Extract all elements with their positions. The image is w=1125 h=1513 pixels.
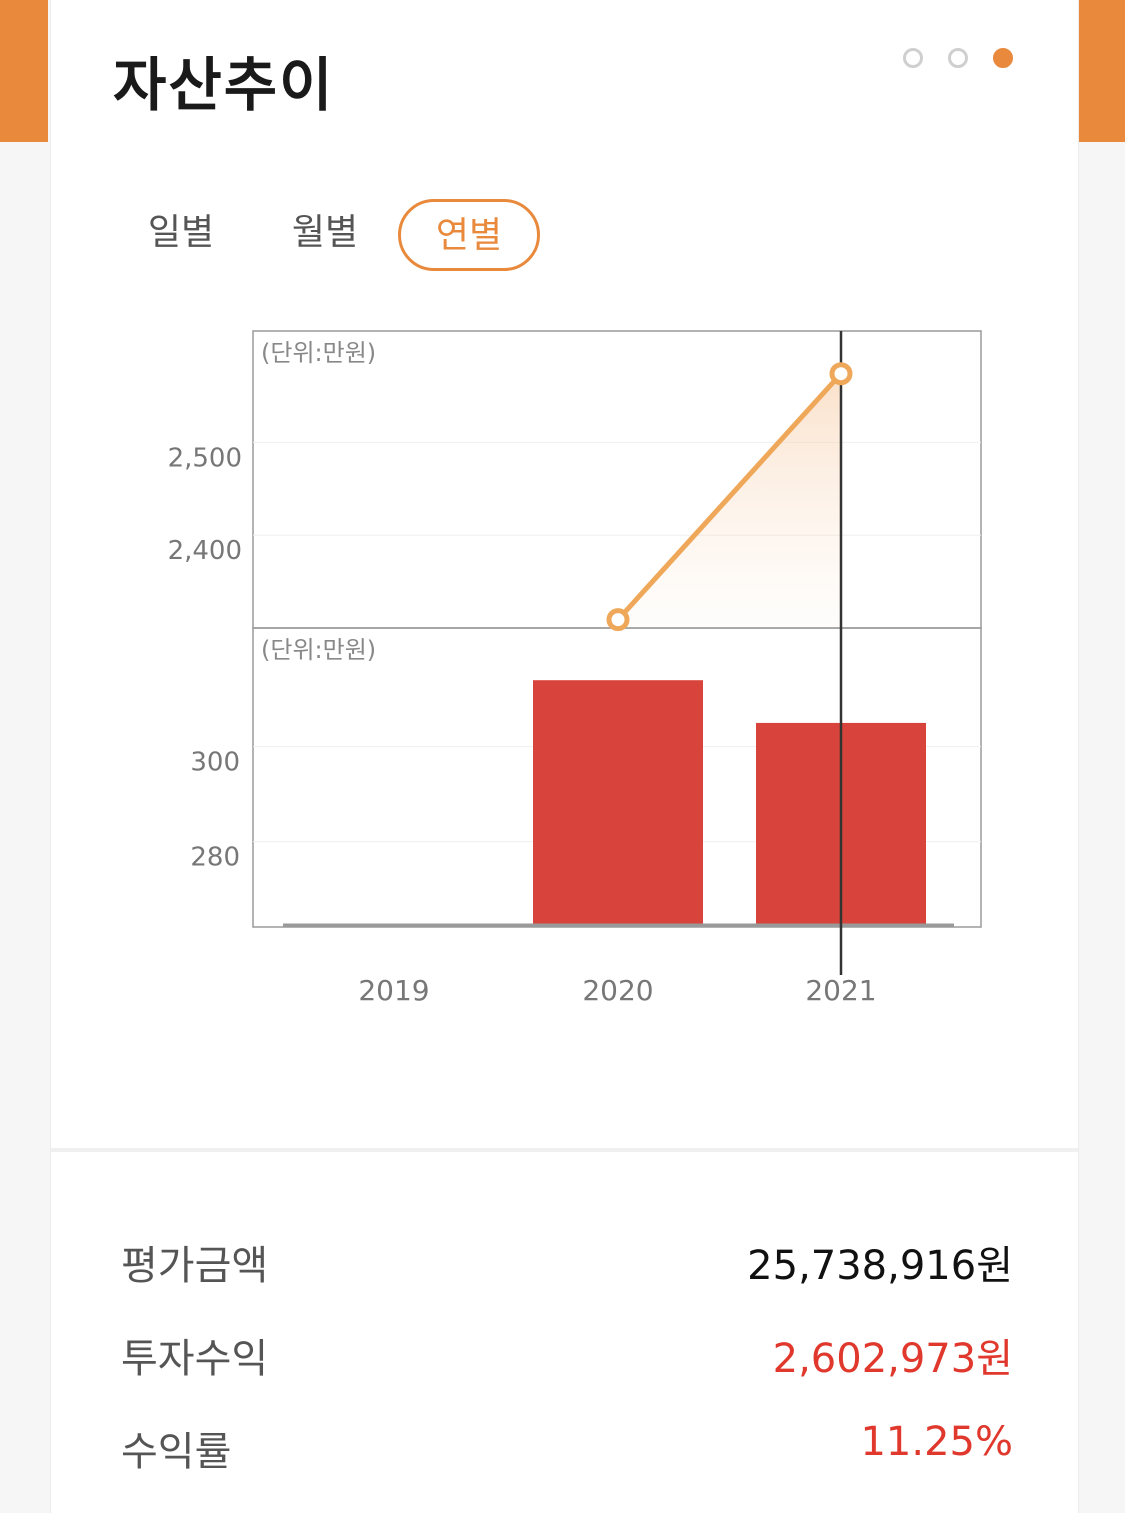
tab-monthly[interactable]: 월별 [291,212,359,253]
return-rate-label: 수익률 [121,1429,232,1475]
bar-y-tick-label: 300 [190,748,240,778]
line-panel-frame [252,330,982,629]
page-dot-2[interactable] [948,48,968,68]
summary-row-valuation: 평가금액 25,738,916원 [121,1233,1013,1293]
accent-bar-left [0,0,48,142]
asset-trend-card: 자산추이 일별 월별 연별 (단위:만원) (단위:만원) 2,400 2,500 28… [50,0,1079,1513]
bar-unit-label: (단위:만원) [261,636,376,664]
x-tick-label-2020: 2020 [582,974,653,1007]
line-unit-label: (단위:만원) [261,339,376,367]
valuation-value: 25,738,916원 [747,1243,1013,1289]
line-series-path [616,372,843,622]
page-dot-3[interactable] [993,48,1013,68]
asset-trend-chart: (단위:만원) (단위:만원) 2,400 2,500 280 300 2019 2020 20… [168,330,982,1007]
x-tick-label-2019: 2019 [358,974,429,1007]
accent-bar-right [1077,0,1125,142]
x-tick-label-2021: 2021 [805,974,876,1007]
bar-y-tick-label: 280 [190,843,240,873]
profit-label: 투자수익 [121,1336,269,1382]
page-dot-1[interactable] [903,48,923,68]
page-title: 자산추이 [113,51,335,119]
line-y-tick-label: 2,400 [168,536,242,566]
bar-2020 [533,680,703,924]
section-divider [51,1148,1078,1152]
line-point-2021 [829,362,853,386]
return-rate-value: 11.25% [860,1419,1013,1465]
line-point-2020 [606,608,630,632]
tab-yearly[interactable]: 연별 [398,199,540,271]
summary-row-profit: 투자수익 2,602,973원 [121,1326,1013,1386]
page-indicator [903,48,1013,68]
valuation-label: 평가금액 [121,1243,269,1289]
summary-row-return-rate: 수익률 11.25% [121,1419,1013,1479]
line-y-tick-label: 2,500 [168,443,242,473]
profit-value: 2,602,973원 [772,1336,1013,1382]
tab-daily[interactable]: 일별 [147,212,215,253]
